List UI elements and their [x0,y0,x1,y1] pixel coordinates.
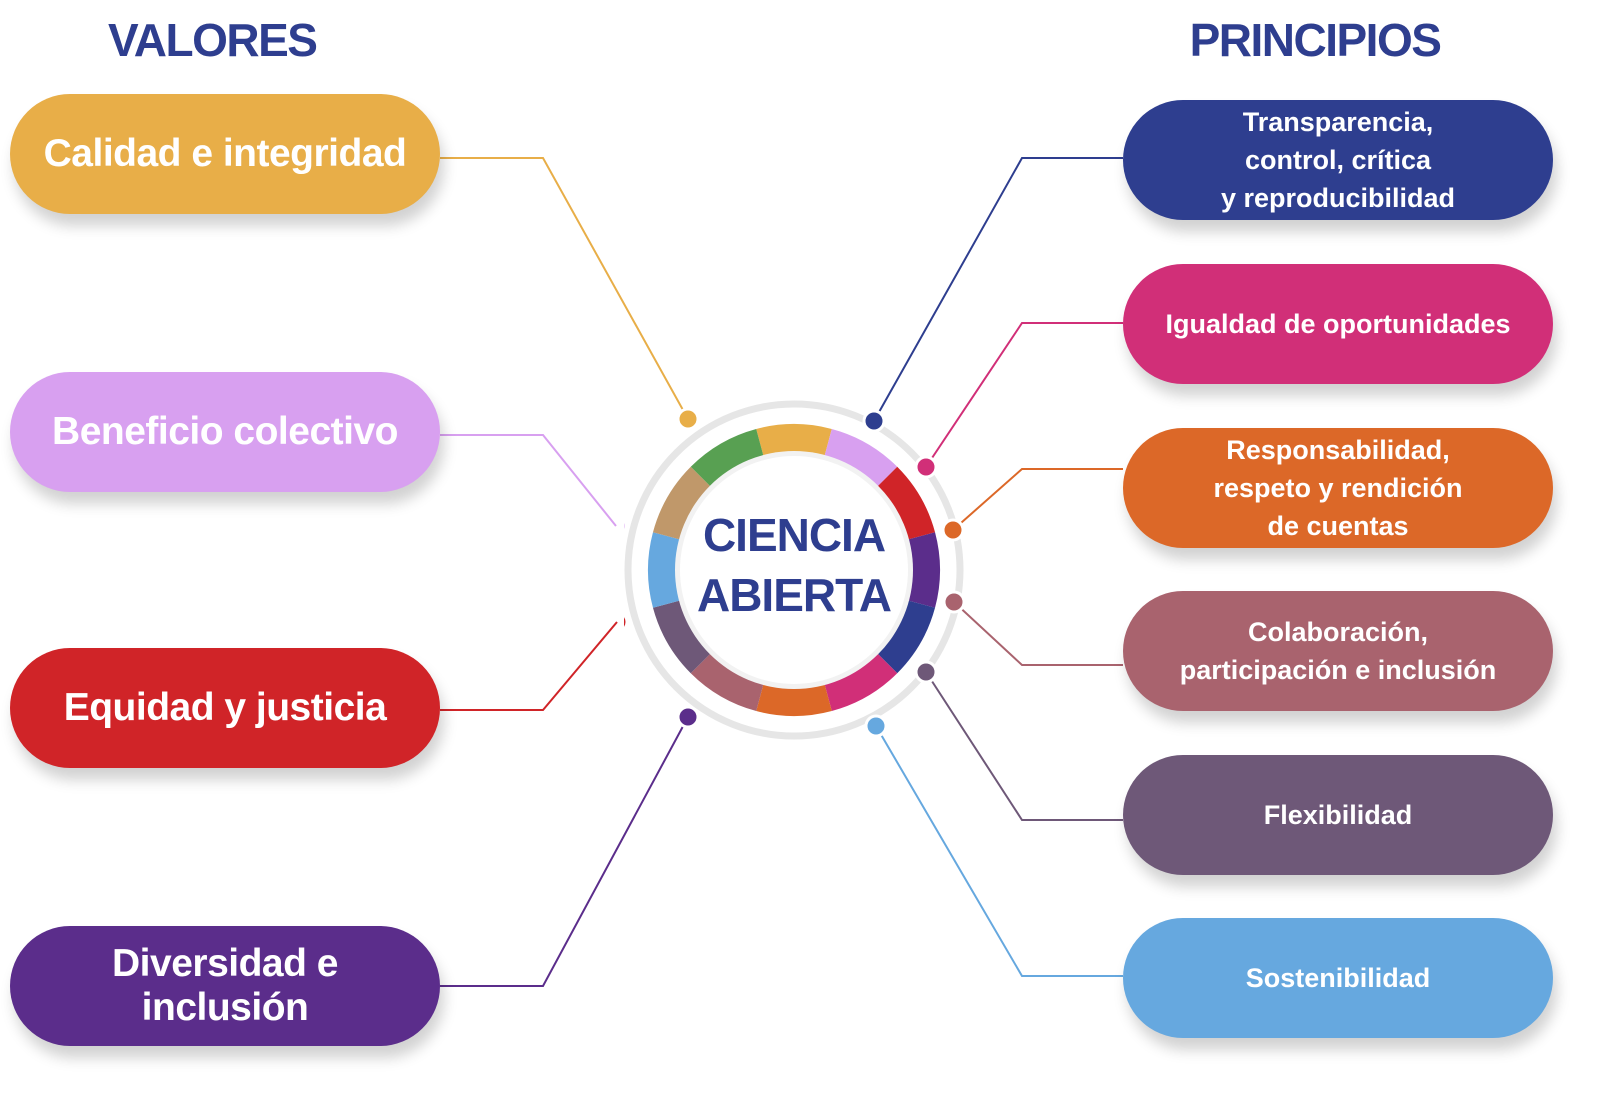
valor-pill-calidad: Calidad e integridad [10,94,440,214]
ring-segment-red [877,466,936,540]
ring-segment-yellow [756,424,832,457]
connector-beneficio [440,434,617,527]
hub-inner-disc [680,456,908,684]
principio-label-colaboracion: Colaboración, participación e inclusión [1179,617,1497,685]
dot-beneficio [624,517,628,535]
connector-transparencia [873,157,1123,422]
valor-pill-beneficio: Beneficio colectivo [10,372,440,492]
principio-pill-sostenibilidad: Sostenibilidad [1123,918,1553,1038]
connector-igualdad [925,322,1123,468]
principio-label-transparencia: Transparencia, control, crítica y reprod… [1220,107,1456,213]
principio-label-flexibilidad: Flexibilidad [1263,800,1413,830]
connector-responsabilidad [952,468,1123,531]
principio-pill-igualdad: Igualdad de oportunidades [1123,264,1553,384]
hub-title: CIENCIA ABIERTA [696,509,892,621]
outer-ring [624,400,964,740]
connector-colaboracion [953,601,1123,666]
ring-segment-green [690,428,764,487]
connector-diversidad [440,716,689,987]
dot-equidad [624,612,629,632]
valor-label-equidad: Equidad y justicia [63,686,387,729]
ring-segment-lilac [824,428,898,487]
principios-heading: PRINCIPIOS [1189,14,1442,66]
dot-transparencia [862,409,886,433]
ring-segment-purple [907,532,940,608]
ring-segment-orange [756,683,832,716]
principio-pill-transparencia: Transparencia, control, crítica y reprod… [1123,100,1553,220]
valor-label-calidad: Calidad e integridad [43,132,407,175]
dot-colaboracion [942,590,964,614]
valores-heading: VALORES [108,14,318,66]
valor-pill-equidad: Equidad y justicia [10,648,440,768]
dot-flexibilidad [914,660,938,684]
ring-segment-magenta [824,653,898,712]
connector-flexibilidad [925,671,1123,821]
ring-segment-tan [652,466,711,540]
principio-pill-colaboracion: Colaboración, participación e inclusión [1123,591,1553,711]
principio-label-responsabilidad: Responsabilidad, respeto y rendición de … [1213,435,1463,541]
valor-pill-diversidad: Diversidad e inclusión [10,926,440,1046]
principio-label-igualdad: Igualdad de oportunidades [1165,309,1511,339]
ring-segment-navy [877,600,936,674]
ring-segment-slate-purple [652,600,711,674]
connector-calidad [440,157,689,420]
principio-pill-responsabilidad: Responsabilidad, respeto y rendición de … [1123,428,1553,548]
ring-segment-rose [690,653,764,712]
dot-calidad [676,407,700,431]
dot-igualdad [914,455,938,479]
ring-segment-light-blue [648,532,681,608]
valor-label-beneficio: Beneficio colectivo [52,410,398,453]
dot-responsabilidad [941,518,964,542]
valor-label-diversidad: Diversidad e inclusión [112,942,338,1029]
dot-sostenibilidad [864,714,888,738]
principio-pill-flexibilidad: Flexibilidad [1123,755,1553,875]
connector-sostenibilidad [875,725,1123,977]
dot-diversidad [676,705,700,729]
ciencia-abierta-hub [624,400,964,740]
principio-label-sostenibilidad: Sostenibilidad [1245,963,1431,993]
connector-equidad [440,621,618,711]
